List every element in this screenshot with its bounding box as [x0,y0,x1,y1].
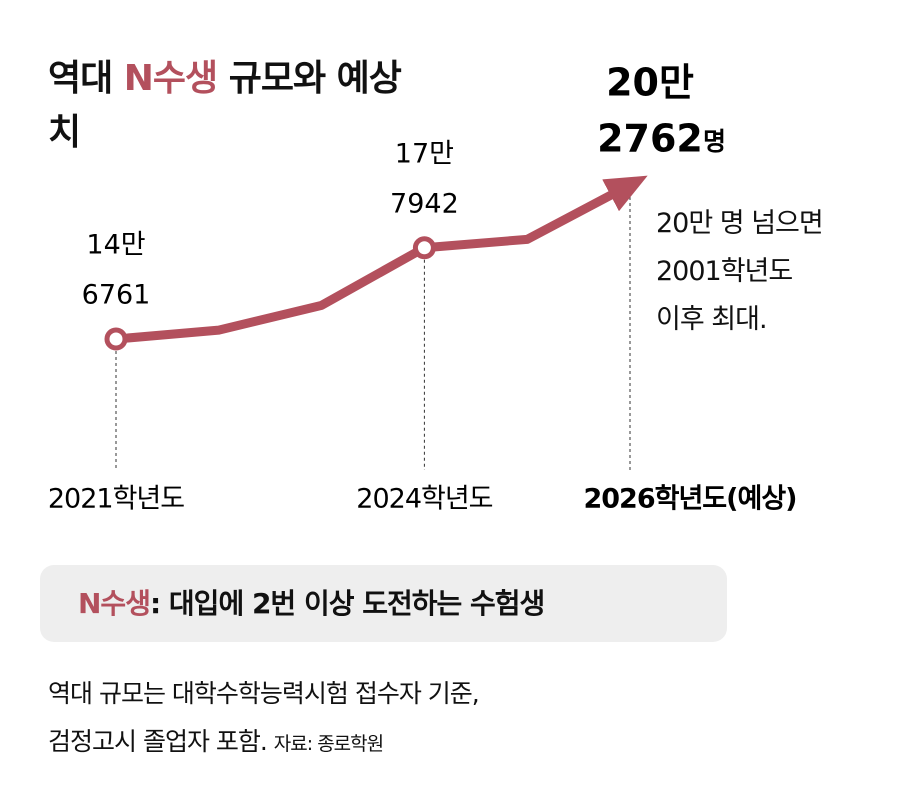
x-tick-label: 2021학년도 [48,484,184,515]
point-marker [104,327,128,351]
annotation-line: 이후 최대. [656,304,768,335]
value-label: 17만 [395,138,454,169]
footnote-line: 역대 규모는 대학수학능력시험 접수자 기준, [48,679,480,708]
annotation-line: 20만 명 넘으면 [656,208,824,239]
footnote-line: 검정고시 졸업자 포함. [48,727,268,756]
value-label: 7942 [390,188,459,219]
value-label: 14만 [86,230,145,261]
chart-title: 역대 N수생 규모와 예상치 [48,52,418,160]
definition-text: 대입에 2번 이상 도전하는 수험생 [168,587,545,620]
title-highlight: N수생 [123,58,218,99]
value-label: 2762 [597,117,703,161]
title-text: 역대 [48,58,113,99]
definition-box: N수생: 대입에 2번 이상 도전하는 수험생 [40,565,727,642]
value-label: 6761 [82,280,151,311]
value-unit: 명 [703,127,726,156]
x-tick-label: 2026학년도(예상) [583,484,796,515]
value-label: 20만 [606,61,694,105]
source: 자료: 종로학원 [273,733,384,755]
definition-term: N수생 [78,587,151,620]
title-text: 규모와 예상치 [48,58,402,153]
point-marker [412,236,436,260]
data-line [115,175,648,344]
footnote: 역대 규모는 대학수학능력시험 접수자 기준, 검정고시 졸업자 포함. 자료: … [48,670,480,768]
chart: 2021학년도 2024학년도 2026학년도(예상) 14만 6761 17만 7942 2… [48,61,798,515]
definition-separator: : [149,587,161,620]
annotation-line: 2001학년도 [656,256,793,287]
x-tick-label: 2024학년도 [356,484,492,515]
